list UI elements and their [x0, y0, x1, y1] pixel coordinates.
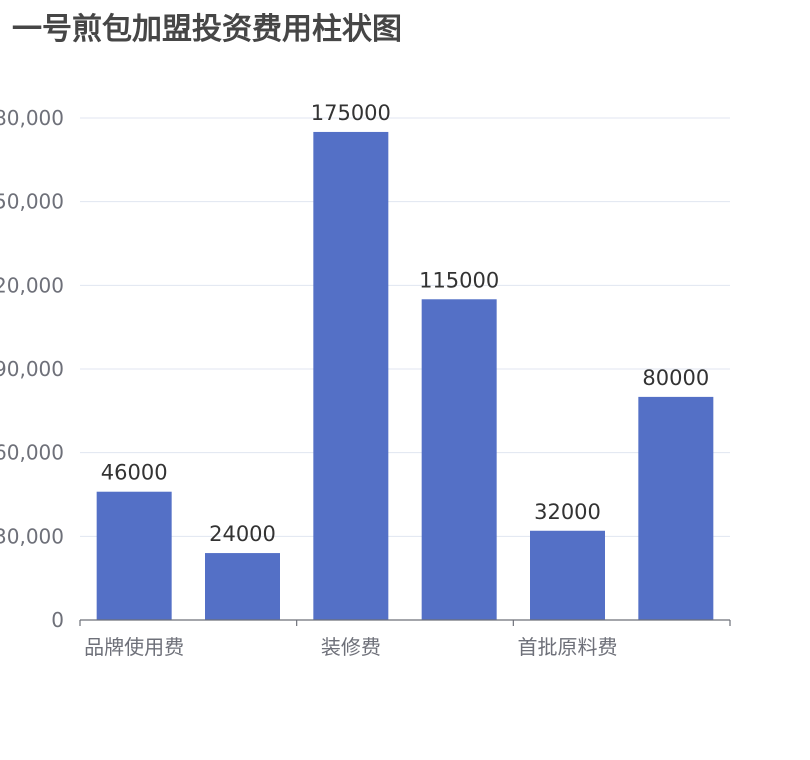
bar: [421, 299, 497, 620]
bar-value-label: 175000: [311, 101, 391, 125]
bar: [96, 491, 172, 620]
chart-title: 一号煎包加盟投资费用柱状图: [12, 12, 402, 47]
bar-value-label: 115000: [419, 268, 499, 292]
x-axis: [79, 619, 731, 626]
bar: [205, 553, 280, 620]
grid-lines: [80, 117, 730, 537]
bar: [530, 530, 605, 620]
y-tick-label: 60,000: [0, 441, 64, 465]
bar: [638, 396, 714, 620]
bar-value-label: 46000: [101, 461, 168, 485]
x-tick-label: 品牌使用费: [84, 635, 184, 659]
x-tick-label: 首批原料费: [518, 635, 618, 659]
bar-value-label: 32000: [534, 500, 601, 524]
bar: [313, 131, 389, 620]
bar-value-label: 80000: [642, 366, 709, 390]
bar-data-labels: 46000 24000 175000 115000 32000 80000: [101, 101, 709, 546]
bars: [96, 131, 714, 620]
y-tick-label: 120,000: [0, 273, 64, 297]
y-tick-label: 30,000: [0, 524, 64, 548]
y-tick-label: 0: [51, 608, 64, 632]
x-axis-ticks: 品牌使用费 装修费 首批原料费: [84, 635, 617, 659]
x-tick-label: 装修费: [321, 635, 381, 659]
y-tick-label: 180,000: [0, 106, 64, 130]
y-tick-label: 90,000: [0, 357, 64, 381]
y-tick-label: 150,000: [0, 190, 64, 214]
bar-value-label: 24000: [209, 522, 276, 546]
y-axis-ticks: 0 30,000 60,000 90,000 120,000 150,000 180,000: [0, 106, 64, 632]
